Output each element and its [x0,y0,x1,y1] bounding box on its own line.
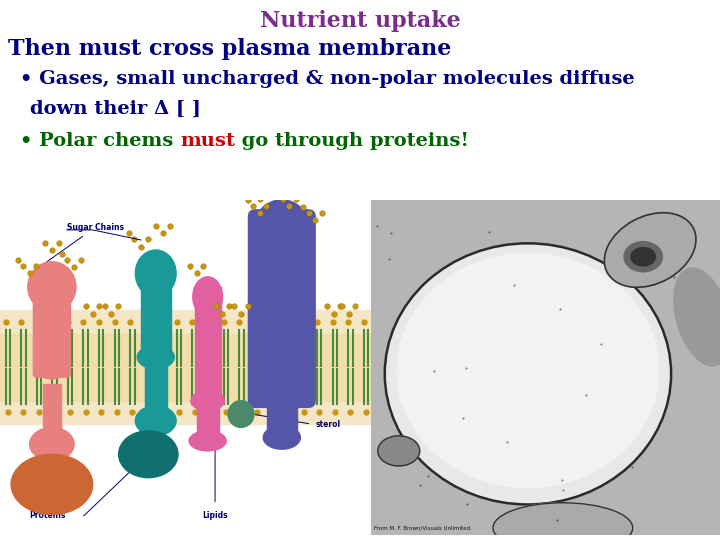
Ellipse shape [397,253,659,488]
Bar [141,267,171,350]
Text: • Polar chems: • Polar chems [20,132,180,150]
Ellipse shape [674,268,720,366]
Ellipse shape [624,241,662,272]
Ellipse shape [119,431,178,478]
Ellipse shape [30,428,74,461]
Ellipse shape [135,406,176,436]
Text: Then must cross plasma membrane: Then must cross plasma membrane [8,38,451,60]
Ellipse shape [493,503,633,540]
Text: go through proteins!: go through proteins! [235,132,469,150]
Ellipse shape [193,277,222,317]
Ellipse shape [28,262,76,312]
Ellipse shape [631,247,655,266]
Ellipse shape [189,431,226,451]
Ellipse shape [228,401,254,428]
Bar [0,334,371,401]
FancyBboxPatch shape [33,277,71,377]
Ellipse shape [35,355,68,379]
Bar [194,287,220,394]
Bar [197,397,219,434]
Bar [145,354,167,407]
Ellipse shape [39,317,65,337]
Text: Nutrient uptake: Nutrient uptake [260,10,460,32]
Ellipse shape [138,346,174,369]
Text: Sugar Chains: Sugar Chains [47,223,124,262]
Text: down their Δ [ ]: down their Δ [ ] [30,100,201,118]
Text: sterol: sterol [315,421,341,429]
Ellipse shape [604,213,696,287]
Ellipse shape [252,200,312,267]
Text: Proteins: Proteins [30,487,66,520]
Ellipse shape [264,426,300,449]
Ellipse shape [191,390,225,411]
Bar [267,384,297,434]
Text: must: must [180,132,235,150]
Ellipse shape [135,250,176,297]
Ellipse shape [11,454,93,515]
Text: Lipids: Lipids [202,511,228,520]
Ellipse shape [378,436,420,466]
Text: From M. F. Brown/Visuals Unlimited.: From M. F. Brown/Visuals Unlimited. [374,525,472,531]
Ellipse shape [384,244,671,504]
Text: • Gases, small uncharged & non-polar molecules diffuse: • Gases, small uncharged & non-polar mol… [20,70,634,88]
Bar [42,384,61,434]
Bar [0,310,371,424]
FancyBboxPatch shape [248,210,315,407]
